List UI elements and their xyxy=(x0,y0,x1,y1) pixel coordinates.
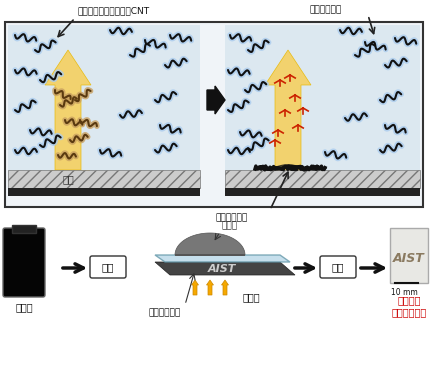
Bar xyxy=(8,188,200,196)
Polygon shape xyxy=(155,255,290,262)
Polygon shape xyxy=(265,50,311,170)
FancyBboxPatch shape xyxy=(90,256,126,278)
Text: 洗浄: 洗浄 xyxy=(332,262,344,272)
FancyArrow shape xyxy=(221,280,228,295)
Bar xyxy=(50,170,90,188)
Bar xyxy=(8,170,200,188)
Text: 高純度な
パターン薄膜: 高純度な パターン薄膜 xyxy=(391,295,427,317)
Text: AIST: AIST xyxy=(393,252,425,264)
Text: フォトマスク: フォトマスク xyxy=(149,308,181,317)
FancyBboxPatch shape xyxy=(3,228,45,297)
FancyBboxPatch shape xyxy=(320,256,356,278)
FancyArrow shape xyxy=(191,280,199,295)
Text: 基材: 基材 xyxy=(62,174,74,184)
Text: 10 mm: 10 mm xyxy=(390,288,418,297)
Bar xyxy=(225,170,420,188)
Polygon shape xyxy=(155,262,295,275)
Bar xyxy=(225,25,420,175)
FancyArrow shape xyxy=(207,86,225,114)
Bar xyxy=(8,25,200,175)
Text: AIST: AIST xyxy=(208,264,236,274)
Text: 分散液: 分散液 xyxy=(15,302,33,312)
Text: 光照射: 光照射 xyxy=(243,292,261,302)
Bar xyxy=(269,170,309,178)
Bar xyxy=(225,188,420,196)
Bar xyxy=(5,22,423,207)
Bar xyxy=(5,230,43,295)
Polygon shape xyxy=(175,233,245,255)
Bar xyxy=(390,228,428,283)
FancyArrow shape xyxy=(206,280,214,295)
Text: 基板上に析出: 基板上に析出 xyxy=(215,213,247,222)
Text: 塗布: 塗布 xyxy=(102,262,114,272)
Text: 分散剤が吸着した展層CNT: 分散剤が吸着した展層CNT xyxy=(78,6,150,15)
Text: 外れた分散剤: 外れた分散剤 xyxy=(310,5,342,14)
Bar xyxy=(12,225,36,233)
Polygon shape xyxy=(45,50,91,170)
Text: 分散液: 分散液 xyxy=(222,221,238,230)
